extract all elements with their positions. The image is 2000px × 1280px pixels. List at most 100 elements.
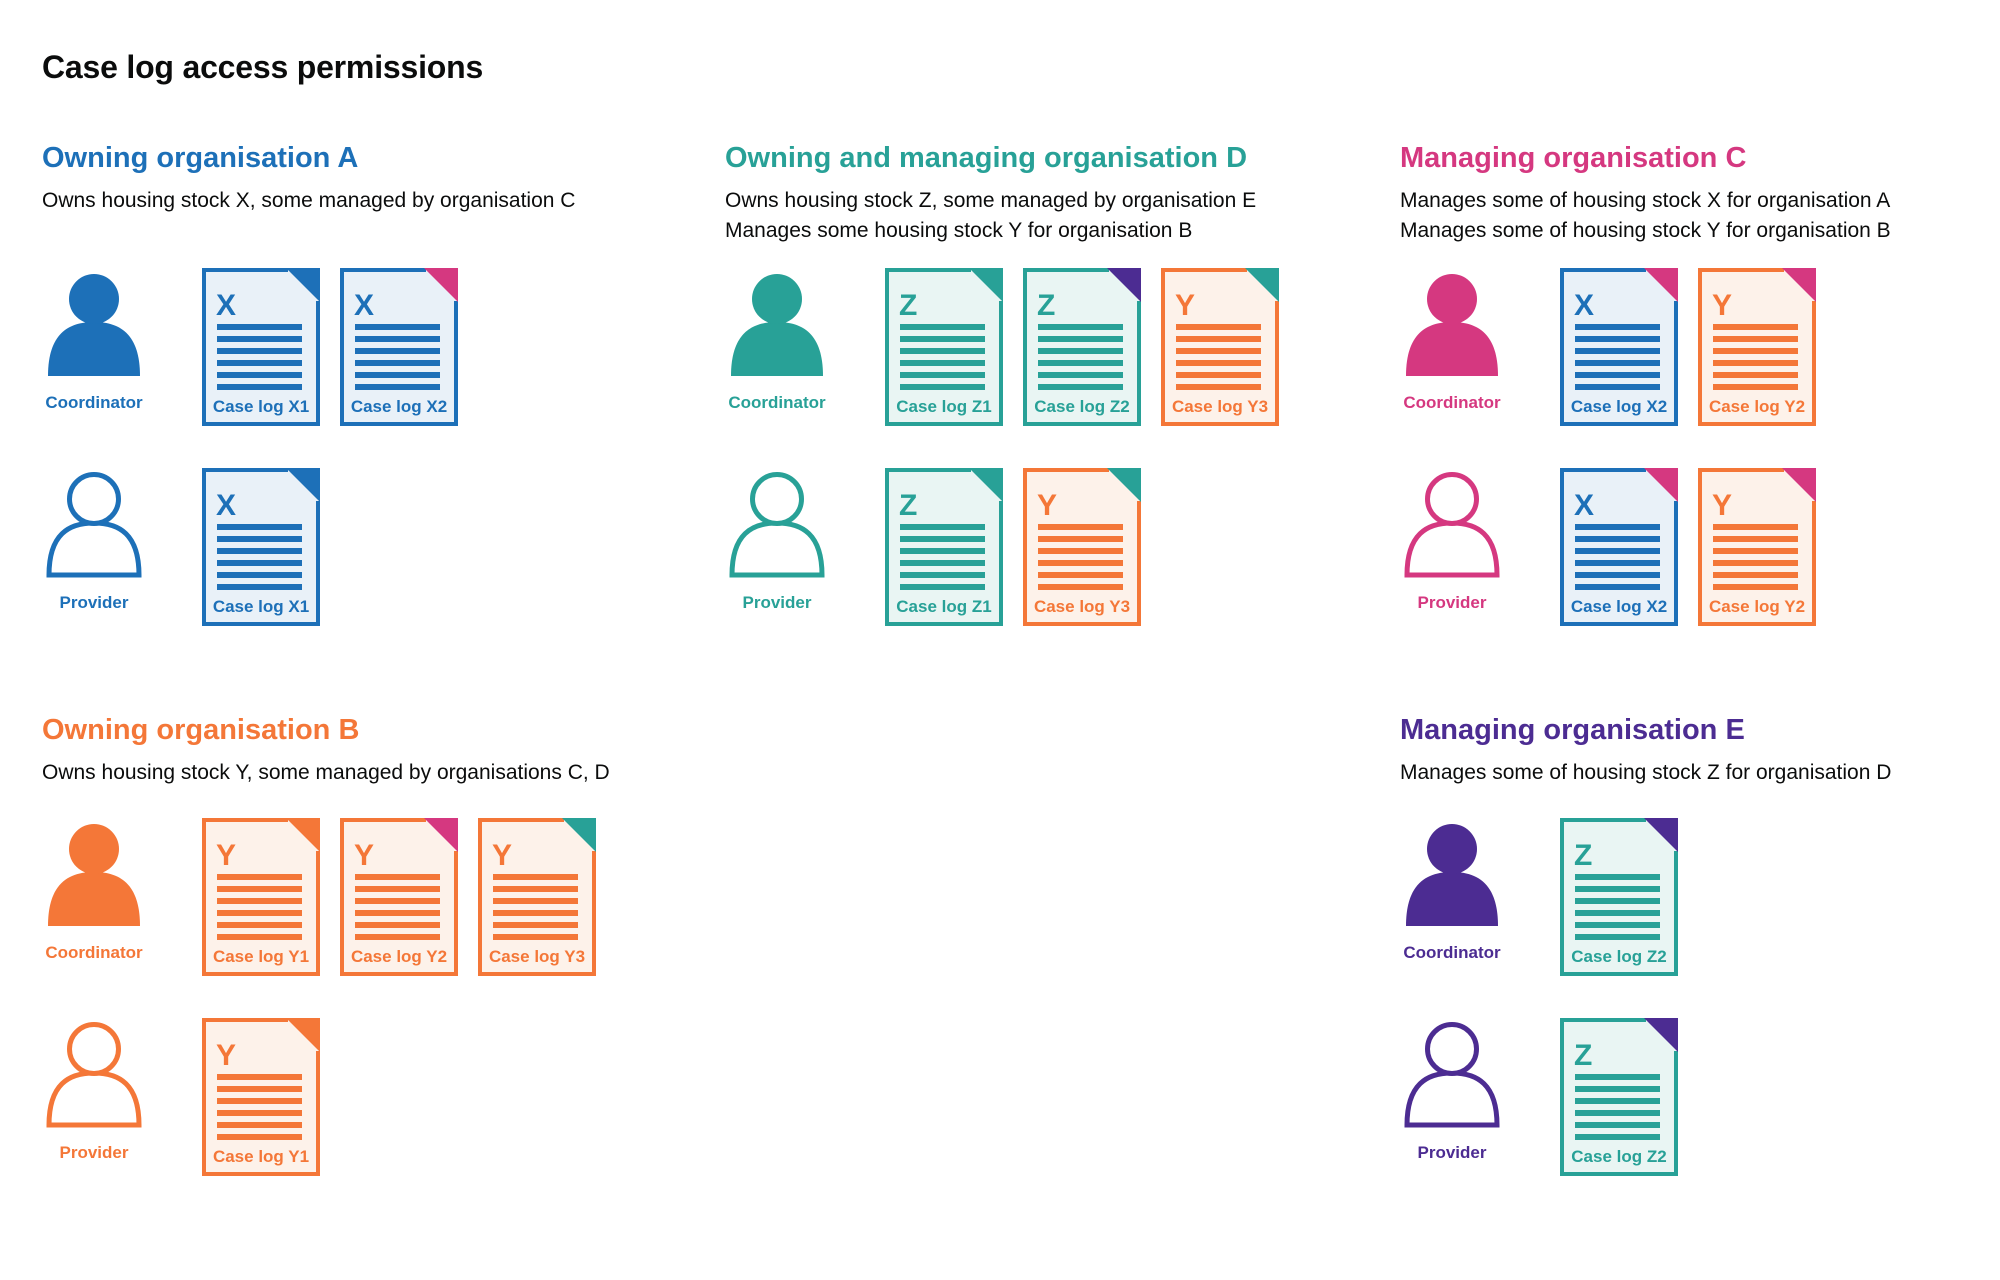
- person-block: Coordinator: [725, 268, 885, 413]
- doc-text-lines: [1038, 324, 1123, 390]
- section-heading: Owning and managing organisation D: [725, 142, 1248, 174]
- role-row: Coordinator X Case log X2 Y: [1400, 268, 1891, 426]
- section-owning-organisation-a: Owning organisation A Owns housing stock…: [42, 140, 575, 626]
- doc-border: [1698, 468, 1816, 626]
- coordinator-person-icon: [727, 272, 827, 383]
- section-description: Owns housing stock X, some managed by or…: [42, 186, 575, 248]
- doc-label: Case log Z2: [1571, 947, 1666, 966]
- doc-text-lines: [1713, 324, 1798, 390]
- provider-person-icon: [727, 472, 827, 583]
- docs: Y Case log Y1: [202, 1018, 320, 1176]
- doc-folded-corner: [1245, 268, 1279, 302]
- doc-folded-corner: [1107, 268, 1141, 302]
- docs: X Case log X2 Y: [1560, 268, 1816, 426]
- person-inner: Provider: [42, 468, 146, 613]
- section-rows: Coordinator X Case log X1 X: [42, 268, 575, 626]
- role-label: Provider: [59, 1143, 129, 1162]
- doc-folded-corner: [969, 468, 1003, 502]
- role-row: Coordinator Z Case log Z2: [1400, 818, 1891, 976]
- doc-letter: Y: [492, 839, 512, 872]
- docs: Z Case log Z2: [1560, 818, 1678, 976]
- doc-letter: Y: [216, 839, 236, 872]
- case-log-document-icon: Z Case log Z2: [1023, 268, 1141, 426]
- provider-person-icon: [44, 472, 144, 583]
- description-line: Manages some of housing stock Z for orga…: [1400, 761, 1892, 784]
- doc-border: [1560, 818, 1678, 976]
- doc-letter: X: [1574, 289, 1594, 322]
- section-heading: Managing organisation E: [1400, 714, 1745, 746]
- doc-letter: Y: [1175, 289, 1195, 322]
- case-log-document-icon: Z Case log Z1: [885, 268, 1003, 426]
- docs: Z Case log Z1 Z: [885, 268, 1279, 426]
- person-inner: Coordinator: [1400, 268, 1504, 413]
- case-log-document-icon: Y Case log Y1: [202, 1018, 320, 1176]
- role-label: Provider: [1417, 1143, 1487, 1162]
- person-block: Coordinator: [1400, 818, 1560, 963]
- doc-text-lines: [217, 1074, 302, 1140]
- person-inner: Provider: [1400, 468, 1504, 613]
- role-row: Provider Z Case log Z1 Y: [725, 468, 1279, 626]
- section-rows: Coordinator Z Case log Z2 Provider: [1400, 818, 1891, 1176]
- doc-label: Case log Y3: [1034, 597, 1130, 616]
- docs: X Case log X1 X: [202, 268, 458, 426]
- role-label: Coordinator: [1403, 943, 1501, 962]
- docs: Z Case log Z2: [1560, 1018, 1678, 1176]
- doc-letter: Y: [216, 1039, 236, 1072]
- doc-text-lines: [900, 524, 985, 590]
- person-block: Coordinator: [42, 268, 202, 413]
- doc-folded-corner: [1644, 468, 1678, 502]
- doc-text-lines: [493, 874, 578, 940]
- docs: X Case log X2 Y: [1560, 468, 1816, 626]
- doc-folded-corner: [286, 468, 320, 502]
- doc-letter: X: [354, 289, 374, 322]
- doc-folded-corner: [969, 268, 1003, 302]
- role-label: Provider: [742, 593, 812, 612]
- case-log-document-icon: X Case log X1: [202, 268, 320, 426]
- role-label: Coordinator: [728, 393, 826, 412]
- doc-border: [1161, 268, 1279, 426]
- provider-person-icon: [44, 1022, 144, 1133]
- person-inner: Coordinator: [725, 268, 829, 413]
- doc-border: [340, 818, 458, 976]
- role-label: Provider: [59, 593, 129, 612]
- doc-text-lines: [1575, 324, 1660, 390]
- case-log-document-icon: Z Case log Z2: [1560, 818, 1678, 976]
- doc-letter: X: [1574, 489, 1594, 522]
- doc-text-lines: [217, 324, 302, 390]
- doc-text-lines: [355, 874, 440, 940]
- case-log-document-icon: Z Case log Z2: [1560, 1018, 1678, 1176]
- doc-folded-corner: [1782, 468, 1816, 502]
- doc-border: [202, 1018, 320, 1176]
- person-block: Coordinator: [42, 818, 202, 963]
- section-rows: Coordinator Y Case log Y1 Y: [42, 818, 610, 1176]
- person-block: Provider: [725, 468, 885, 613]
- section-rows: Coordinator Z Case log Z1 Z: [725, 268, 1279, 626]
- person-inner: Provider: [725, 468, 829, 613]
- role-row: Provider X Case log X2 Y: [1400, 468, 1891, 626]
- doc-label: Case log X2: [1571, 397, 1667, 416]
- doc-label: Case log Z2: [1034, 397, 1129, 416]
- doc-text-lines: [1176, 324, 1261, 390]
- role-row: Provider Z Case log Z2: [1400, 1018, 1891, 1176]
- doc-border: [340, 268, 458, 426]
- doc-label: Case log X2: [1571, 597, 1667, 616]
- doc-border: [202, 468, 320, 626]
- role-row: Provider Y Case log Y1: [42, 1018, 610, 1176]
- role-row: Coordinator X Case log X1 X: [42, 268, 575, 426]
- case-log-document-icon: Y Case log Y3: [478, 818, 596, 976]
- doc-letter: Y: [1712, 289, 1732, 322]
- doc-border: [1698, 268, 1816, 426]
- doc-letter: Y: [1037, 489, 1057, 522]
- doc-label: Case log Y3: [1172, 397, 1268, 416]
- docs: X Case log X1: [202, 468, 320, 626]
- doc-letter: X: [216, 489, 236, 522]
- doc-label: Case log Y3: [489, 947, 585, 966]
- doc-label: Case log X1: [213, 397, 309, 416]
- doc-border: [1560, 268, 1678, 426]
- section-managing-organisation-e: Managing organisation E Manages some of …: [1400, 712, 1891, 1176]
- case-log-document-icon: Y Case log Y2: [340, 818, 458, 976]
- doc-letter: Y: [1712, 489, 1732, 522]
- person-inner: Provider: [42, 1018, 146, 1163]
- case-log-document-icon: Y Case log Y2: [1698, 268, 1816, 426]
- role-label: Coordinator: [45, 393, 143, 412]
